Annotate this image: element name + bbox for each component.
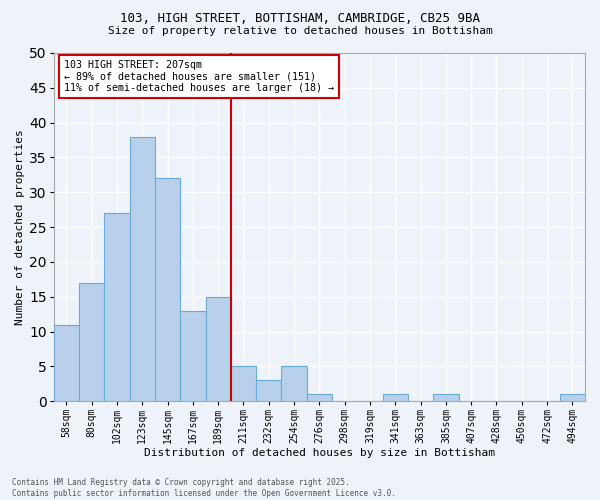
Bar <box>54 324 79 401</box>
Bar <box>206 296 231 401</box>
Bar <box>180 310 206 401</box>
Bar <box>79 283 104 401</box>
Text: Contains HM Land Registry data © Crown copyright and database right 2025.
Contai: Contains HM Land Registry data © Crown c… <box>12 478 396 498</box>
Bar <box>383 394 408 401</box>
Bar <box>281 366 307 401</box>
Text: 103 HIGH STREET: 207sqm
← 89% of detached houses are smaller (151)
11% of semi-d: 103 HIGH STREET: 207sqm ← 89% of detache… <box>64 60 334 93</box>
Bar <box>104 213 130 401</box>
Y-axis label: Number of detached properties: Number of detached properties <box>15 129 25 325</box>
Bar <box>231 366 256 401</box>
X-axis label: Distribution of detached houses by size in Bottisham: Distribution of detached houses by size … <box>144 448 495 458</box>
Bar <box>256 380 281 401</box>
Bar <box>307 394 332 401</box>
Bar <box>433 394 458 401</box>
Bar <box>130 136 155 401</box>
Text: 103, HIGH STREET, BOTTISHAM, CAMBRIDGE, CB25 9BA: 103, HIGH STREET, BOTTISHAM, CAMBRIDGE, … <box>120 12 480 26</box>
Bar <box>155 178 180 401</box>
Text: Size of property relative to detached houses in Bottisham: Size of property relative to detached ho… <box>107 26 493 36</box>
Bar <box>560 394 585 401</box>
